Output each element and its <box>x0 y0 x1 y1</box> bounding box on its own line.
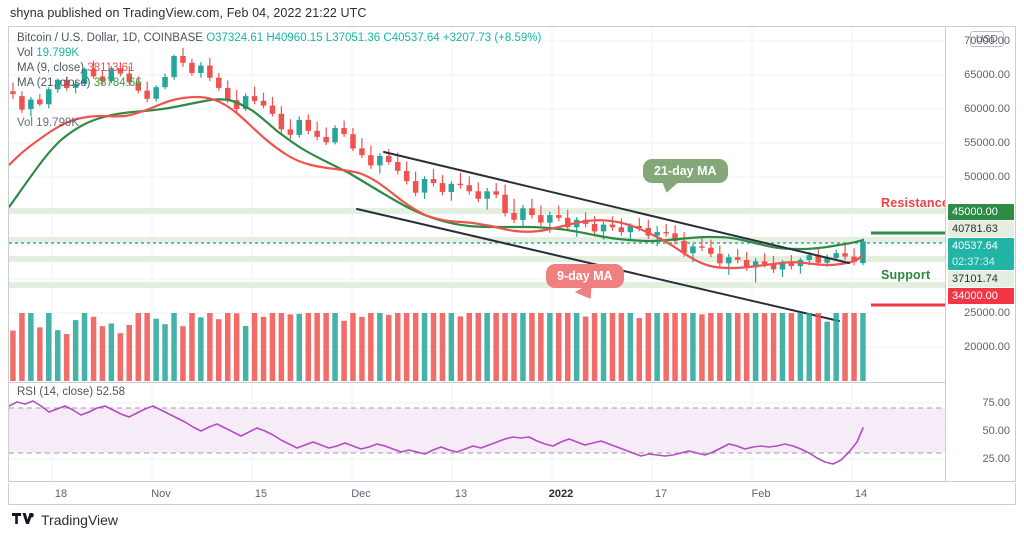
legend-volume-overlay: Vol 19.799K <box>17 117 80 129</box>
price-tick-25000: 25000.00 <box>964 307 1010 319</box>
price-badge-last-price[interactable]: 40537.64 <box>948 238 1014 254</box>
price-badge-ma21[interactable]: 40781.63 <box>948 221 1014 237</box>
currency-badge: USD <box>969 31 1004 47</box>
time-tick-1: Nov <box>151 488 171 500</box>
publisher-line: shyna published on TradingView.com, Feb … <box>10 6 367 20</box>
legend-ma9-row[interactable]: MA (9, close) 38113.61 <box>17 61 541 76</box>
legend-volume-row[interactable]: Vol 19.799K <box>17 46 541 61</box>
legend-ma21-value: 38784.66 <box>93 77 142 89</box>
legend-symbol: Bitcoin / U.S. Dollar, 1D, COINBASE <box>17 32 203 44</box>
price-badge-resistance[interactable]: 45000.00 <box>948 204 1014 220</box>
footer-brand: TradingView <box>41 512 119 528</box>
axis-divider <box>945 27 946 481</box>
rsi-gridlines <box>9 402 945 460</box>
rsi-pane-canvas <box>9 384 945 481</box>
rsi-tick-50: 50.00 <box>982 425 1010 437</box>
legend-change-pct: (+8.59%) <box>494 32 542 44</box>
price-badge-ma9[interactable]: 37101.74 <box>948 271 1014 287</box>
time-tick-7: Feb <box>751 488 771 500</box>
legend-ma21-row[interactable]: MA (21, close) 38784.66 <box>17 76 541 91</box>
legend-close: C40537.64 <box>383 32 440 44</box>
time-axis[interactable]: 18 Nov 15 Dec 13 2022 17 Feb 14 <box>8 483 1016 505</box>
legend-change: +3207.73 <box>442 32 492 44</box>
rsi-pane[interactable]: RSI (14, close) 52.58 <box>9 384 945 481</box>
price-pane-canvas <box>9 27 945 381</box>
price-legend: Bitcoin / U.S. Dollar, 1D, COINBASE O373… <box>17 31 541 91</box>
volume-series <box>10 313 866 381</box>
ma21-line <box>9 98 865 251</box>
resistance-label: Resistance <box>881 196 945 210</box>
time-tick-3: Dec <box>351 488 371 500</box>
tradingview-logo-icon <box>12 513 34 524</box>
price-tick-55000: 55000.00 <box>964 137 1010 149</box>
price-tick-50000: 50000.00 <box>964 171 1010 183</box>
rsi-legend-value: 52.58 <box>96 386 126 398</box>
time-tick-6: 17 <box>654 488 668 500</box>
ma9-line <box>9 95 865 270</box>
chart-frame: Bitcoin / U.S. Dollar, 1D, COINBASE O373… <box>8 26 1016 482</box>
legend-volume-label: Vol <box>17 47 33 59</box>
rsi-tick-25: 25.00 <box>982 453 1010 465</box>
rsi-legend-label: RSI (14, close) <box>17 386 94 398</box>
time-tick-4: 13 <box>454 488 468 500</box>
legend-open: O37324.61 <box>206 32 264 44</box>
legend-high: H40960.15 <box>266 32 323 44</box>
legend-ma21-label: MA (21, close) <box>17 77 91 89</box>
annotation-21-day-ma[interactable]: 21-day MA <box>643 159 728 183</box>
price-tick-65000: 65000.00 <box>964 69 1010 81</box>
legend-volume-value: 19.799K <box>36 47 80 59</box>
rsi-axis[interactable]: 75.00 50.00 25.00 <box>946 384 1016 481</box>
price-tick-60000: 60000.00 <box>964 103 1010 115</box>
legend-ma9-value: 38113.61 <box>87 62 135 74</box>
annotation-9-day-ma[interactable]: 9-day MA <box>546 264 624 288</box>
time-tick-0: 18 <box>54 488 68 500</box>
legend-symbol-row[interactable]: Bitcoin / U.S. Dollar, 1D, COINBASE O373… <box>17 31 541 46</box>
legend-ma9-label: MA (9, close) <box>17 62 85 74</box>
footer[interactable]: TradingView <box>12 512 118 528</box>
time-tick-8: 14 <box>854 488 868 500</box>
rsi-legend[interactable]: RSI (14, close) 52.58 <box>17 386 125 398</box>
channel-upper-trendline <box>383 151 850 264</box>
pane-separator[interactable] <box>9 382 945 383</box>
price-badge-countdown[interactable]: 02:37:34 <box>948 254 1014 270</box>
legend-low: L37051.36 <box>325 32 381 44</box>
price-pane[interactable]: Bitcoin / U.S. Dollar, 1D, COINBASE O373… <box>9 27 945 381</box>
rsi-tick-75: 75.00 <box>982 397 1010 409</box>
time-tick-5: 2022 <box>548 488 574 500</box>
price-axis[interactable]: USD 70000.00 65000.00 60000.00 55000.00 … <box>946 27 1016 381</box>
price-tick-70000: 70000.00 <box>964 35 1010 47</box>
support-label: Support <box>881 268 931 282</box>
price-tick-20000: 20000.00 <box>964 341 1010 353</box>
price-level-bands <box>9 208 945 288</box>
price-badge-support[interactable]: 34000.00 <box>948 288 1014 304</box>
rsi-line <box>9 400 864 465</box>
time-tick-2: 15 <box>254 488 268 500</box>
